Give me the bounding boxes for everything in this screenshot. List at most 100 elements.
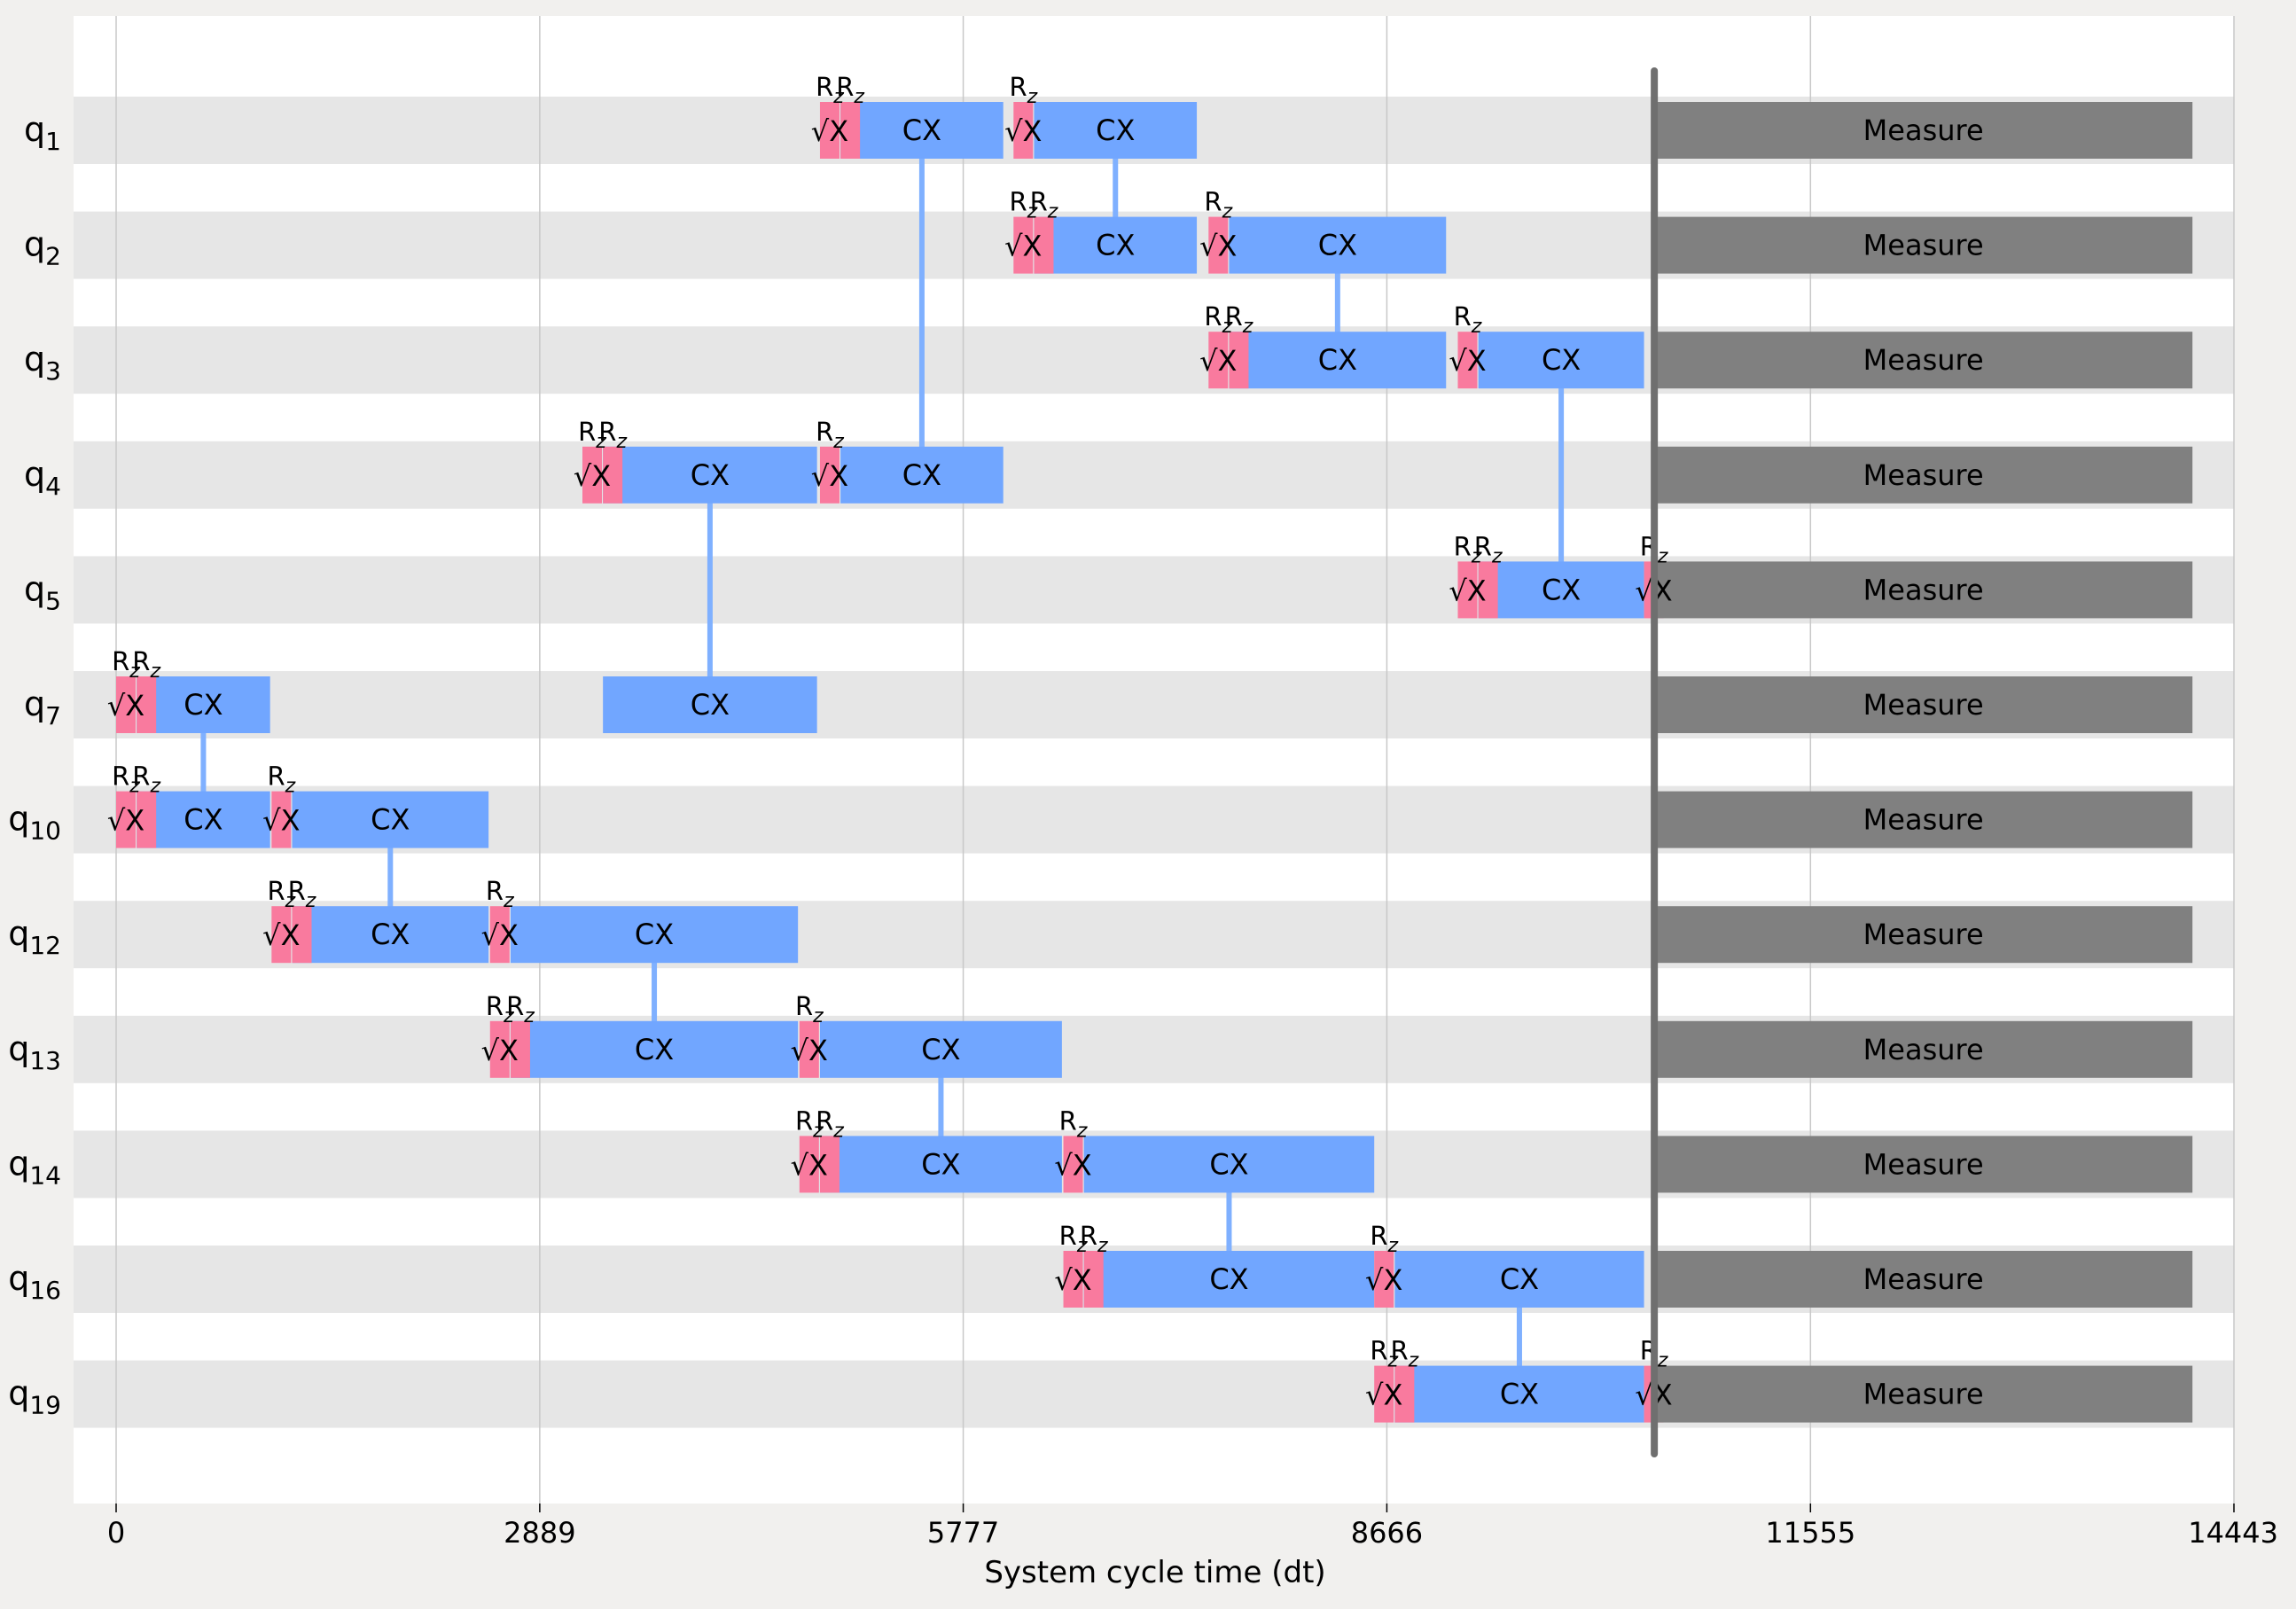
cx-label: CX (184, 803, 223, 837)
sx-label: √X (107, 804, 144, 838)
sx-label: √X (1449, 344, 1486, 378)
rz-gate (1208, 332, 1229, 389)
measure-label: Measure (1863, 113, 1984, 147)
cx-gate (603, 446, 817, 504)
gates (116, 102, 2193, 1423)
cx-label: CX (371, 918, 410, 951)
rz-gate (799, 1020, 819, 1078)
x-tick-label: 8666 (1351, 1516, 1423, 1550)
measure-label: Measure (1863, 1378, 1984, 1411)
measure-label: Measure (1863, 229, 1984, 262)
cx-gate (1394, 1251, 1644, 1308)
sx-label: √X (1199, 344, 1237, 378)
sx-label: √X (1004, 114, 1042, 148)
rz-gate (137, 676, 157, 733)
measure-gate (1654, 676, 2193, 733)
cx-gate (137, 676, 270, 733)
cx-gate (1083, 1136, 1375, 1193)
measure-label: Measure (1863, 688, 1984, 722)
qubit-label: q14 (8, 1144, 61, 1190)
cx-gate (1229, 216, 1447, 274)
sx-label: √X (574, 459, 611, 493)
rz-gate (1457, 561, 1478, 619)
cx-gate (510, 1020, 799, 1078)
cx-gate (819, 1136, 1062, 1193)
rz-gate (116, 676, 136, 733)
cx-label: CX (1542, 343, 1581, 377)
qubit-label: q1 (24, 110, 61, 156)
cx-label: CX (902, 113, 941, 147)
x-tick-label: 2889 (504, 1516, 575, 1550)
cx-gate (292, 791, 489, 848)
cx-label: CX (1096, 229, 1135, 262)
cx-gate (137, 791, 270, 848)
cx-label: CX (635, 918, 674, 951)
measure-label: Measure (1863, 343, 1984, 377)
rz-gate (1208, 216, 1229, 274)
measure-gate (1654, 1251, 2193, 1308)
rz-gate (137, 791, 157, 848)
cx-label: CX (691, 458, 730, 492)
sx-label: √X (481, 1034, 519, 1067)
measure-gate (1654, 1020, 2193, 1078)
rz-gate (799, 1136, 819, 1193)
sx-label: √X (1054, 1263, 1091, 1297)
rz-gate (1034, 216, 1054, 274)
cx-gate (1478, 332, 1644, 389)
x-tick-label: 5777 (927, 1516, 999, 1550)
measure-gate (1654, 561, 2193, 619)
sx-label: √X (107, 689, 144, 722)
rz-gate (1063, 1251, 1083, 1308)
sx-label: √X (811, 114, 848, 148)
cx-label: CX (921, 1033, 960, 1066)
rz-gate (489, 906, 510, 964)
sx-label: √X (1054, 1148, 1091, 1182)
qubit-label: q7 (24, 684, 61, 730)
rz-gate (819, 1136, 840, 1193)
measure-label: Measure (1863, 1262, 1984, 1296)
rz-gate (1374, 1251, 1394, 1308)
cx-label: CX (184, 688, 223, 722)
measure-gate (1654, 1365, 2193, 1423)
rz-gate (489, 1020, 510, 1078)
measure-gate (1654, 446, 2193, 504)
cx-label: CX (1209, 1147, 1248, 1181)
cx-gate (1083, 1251, 1375, 1308)
cx-gate (1034, 216, 1198, 274)
measure-label: Measure (1863, 573, 1984, 606)
cx-gate (1034, 102, 1198, 159)
sx-label: √X (262, 804, 300, 838)
cx-label: CX (1500, 1378, 1539, 1411)
sx-label: √X (262, 918, 300, 952)
cx-label: CX (1500, 1262, 1539, 1296)
cx-gate (1229, 332, 1447, 389)
cx-gate (840, 102, 1004, 159)
sx-label: √X (481, 918, 519, 952)
rz-gate (1083, 1251, 1104, 1308)
cx-gate (819, 1020, 1062, 1078)
rz-gate (819, 102, 840, 159)
measure-gate (1654, 791, 2193, 848)
cx-gate (603, 676, 817, 733)
rz-gate (603, 446, 623, 504)
sx-label: √X (1449, 574, 1486, 607)
sx-label: √X (811, 459, 848, 493)
sx-label: √X (1004, 230, 1042, 263)
cx-label: CX (371, 803, 410, 837)
qubit-label: q12 (8, 914, 61, 960)
cx-gate (510, 906, 799, 964)
qubit-label: q19 (8, 1374, 61, 1420)
cx-label: CX (1096, 113, 1135, 147)
cx-label: CX (1542, 573, 1581, 606)
sx-label: √X (1199, 230, 1237, 263)
measure-gate (1654, 332, 2193, 389)
measure-gate (1654, 102, 2193, 159)
measure-label: Measure (1863, 1147, 1984, 1181)
measure-label: Measure (1863, 1033, 1984, 1066)
rz-gate (1229, 332, 1249, 389)
rz-gate (840, 102, 861, 159)
rz-gate (510, 1020, 530, 1078)
measure-gate (1654, 216, 2193, 274)
